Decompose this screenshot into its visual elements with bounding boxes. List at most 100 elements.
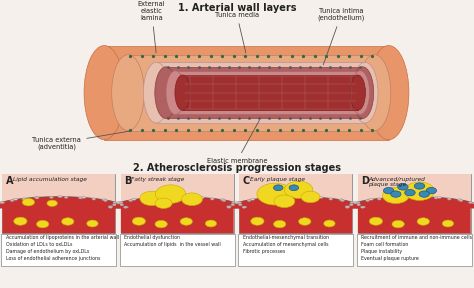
Ellipse shape xyxy=(345,206,350,207)
Circle shape xyxy=(361,206,365,208)
Circle shape xyxy=(404,182,435,200)
Ellipse shape xyxy=(354,202,358,204)
Circle shape xyxy=(227,206,231,208)
Ellipse shape xyxy=(175,75,190,110)
Ellipse shape xyxy=(242,206,247,208)
Circle shape xyxy=(272,197,276,199)
Circle shape xyxy=(391,191,401,197)
Text: Fatty streak stage: Fatty streak stage xyxy=(131,177,184,181)
Ellipse shape xyxy=(271,196,276,198)
Text: Accumulation of lipoproteins in the arterial wall
Oxidation of LDLs to oxLDLs
Da: Accumulation of lipoproteins in the arte… xyxy=(6,235,119,261)
Circle shape xyxy=(155,198,172,209)
FancyBboxPatch shape xyxy=(1,234,116,266)
Circle shape xyxy=(405,196,409,198)
Ellipse shape xyxy=(350,75,365,110)
Text: Tunica intima
(endothelium): Tunica intima (endothelium) xyxy=(318,8,365,65)
Circle shape xyxy=(182,193,202,206)
Circle shape xyxy=(182,196,186,198)
Circle shape xyxy=(417,218,429,225)
Ellipse shape xyxy=(457,199,462,201)
FancyBboxPatch shape xyxy=(121,174,234,207)
Text: A: A xyxy=(6,176,13,186)
Circle shape xyxy=(109,206,112,208)
Text: Elastic membrane: Elastic membrane xyxy=(207,120,267,164)
Text: External
elastic
lamina: External elastic lamina xyxy=(138,1,165,53)
Circle shape xyxy=(64,196,68,198)
Ellipse shape xyxy=(250,198,255,200)
Polygon shape xyxy=(175,71,360,115)
Circle shape xyxy=(238,204,242,206)
Circle shape xyxy=(259,198,263,200)
Circle shape xyxy=(14,217,27,225)
Circle shape xyxy=(112,204,116,206)
Circle shape xyxy=(273,220,286,228)
Circle shape xyxy=(447,198,451,200)
Polygon shape xyxy=(346,197,474,233)
Ellipse shape xyxy=(352,62,378,123)
Ellipse shape xyxy=(34,196,39,198)
Text: Tunica externa
(adventitia): Tunica externa (adventitia) xyxy=(32,131,130,150)
FancyBboxPatch shape xyxy=(357,234,472,266)
Circle shape xyxy=(391,197,394,199)
Ellipse shape xyxy=(235,202,240,204)
Ellipse shape xyxy=(153,196,157,198)
Text: C: C xyxy=(243,176,250,186)
Circle shape xyxy=(405,190,415,196)
Circle shape xyxy=(434,197,438,199)
Circle shape xyxy=(301,191,320,203)
Polygon shape xyxy=(228,197,364,233)
Polygon shape xyxy=(128,55,374,130)
Circle shape xyxy=(324,220,335,227)
Circle shape xyxy=(222,199,226,202)
Ellipse shape xyxy=(84,46,125,140)
FancyBboxPatch shape xyxy=(358,174,471,233)
Circle shape xyxy=(92,198,96,200)
Circle shape xyxy=(365,199,369,202)
Ellipse shape xyxy=(472,202,474,204)
Ellipse shape xyxy=(413,196,418,198)
Circle shape xyxy=(242,206,246,208)
Ellipse shape xyxy=(295,196,300,198)
Ellipse shape xyxy=(353,202,358,204)
Ellipse shape xyxy=(361,206,365,208)
Text: Endothelial dysfunction
Accumulation of lipids  in the vessel wall: Endothelial dysfunction Accumulation of … xyxy=(124,235,221,247)
Circle shape xyxy=(442,220,454,227)
Circle shape xyxy=(299,218,311,225)
Ellipse shape xyxy=(102,199,107,201)
Ellipse shape xyxy=(220,199,225,201)
Circle shape xyxy=(155,185,186,203)
Ellipse shape xyxy=(166,71,185,115)
Circle shape xyxy=(79,197,82,199)
Circle shape xyxy=(155,220,167,228)
Polygon shape xyxy=(109,197,245,233)
Circle shape xyxy=(124,206,128,208)
Text: Advanced/ruptured
plaque stage: Advanced/ruptured plaque stage xyxy=(368,177,425,187)
Ellipse shape xyxy=(227,206,231,207)
FancyBboxPatch shape xyxy=(2,174,115,207)
Ellipse shape xyxy=(13,198,18,200)
Ellipse shape xyxy=(155,67,177,118)
Circle shape xyxy=(414,183,425,189)
Circle shape xyxy=(329,198,333,200)
Ellipse shape xyxy=(82,197,86,198)
Ellipse shape xyxy=(390,196,394,198)
Circle shape xyxy=(247,199,251,202)
FancyBboxPatch shape xyxy=(120,234,235,266)
Text: 1. Arterial wall layers: 1. Arterial wall layers xyxy=(178,3,296,13)
Ellipse shape xyxy=(351,71,370,115)
Circle shape xyxy=(398,184,408,190)
Circle shape xyxy=(468,201,472,204)
Ellipse shape xyxy=(368,46,409,140)
Circle shape xyxy=(459,199,463,202)
Ellipse shape xyxy=(108,206,113,207)
Circle shape xyxy=(426,187,437,194)
Circle shape xyxy=(419,196,423,198)
Ellipse shape xyxy=(437,197,442,198)
FancyBboxPatch shape xyxy=(2,174,115,233)
Circle shape xyxy=(140,198,144,200)
Circle shape xyxy=(383,187,394,194)
Circle shape xyxy=(231,204,235,206)
Circle shape xyxy=(273,185,283,191)
FancyBboxPatch shape xyxy=(239,174,352,207)
Circle shape xyxy=(205,220,217,227)
